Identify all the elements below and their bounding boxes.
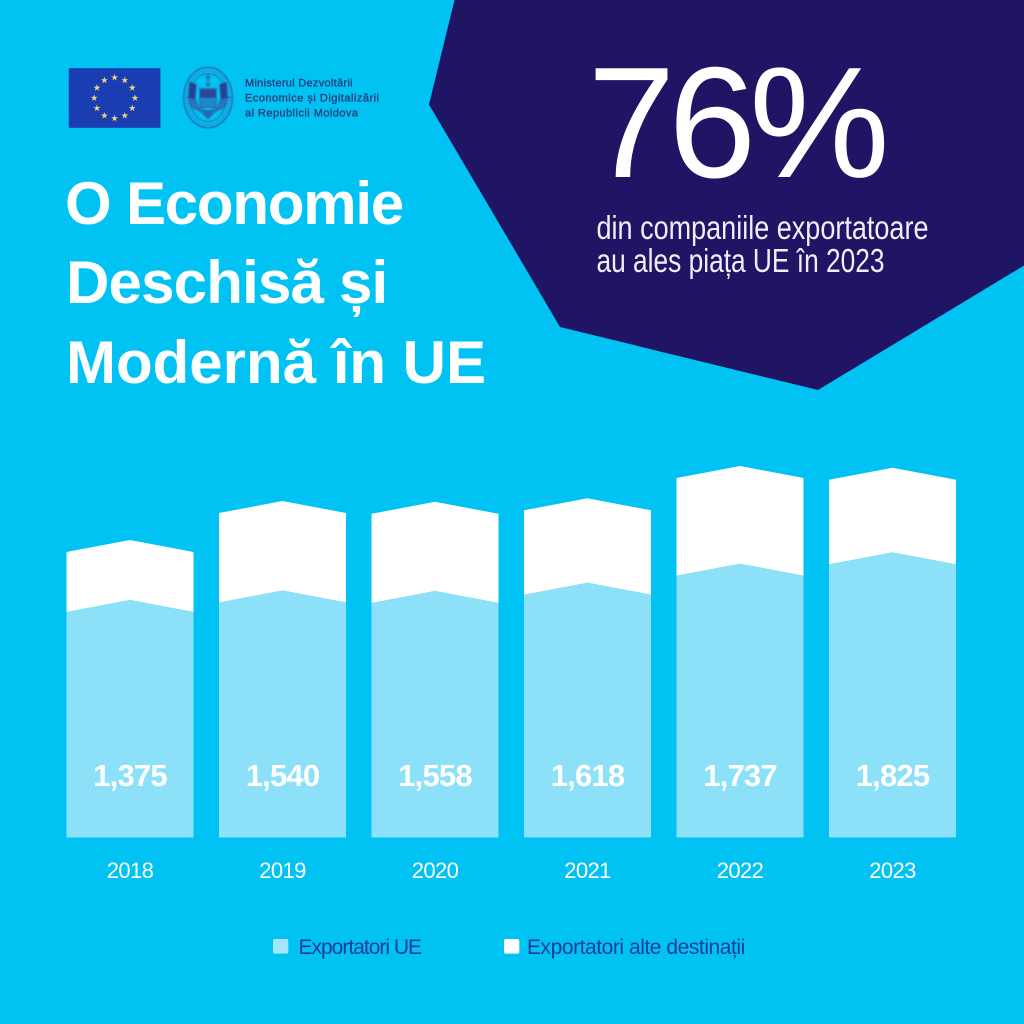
svg-text:1,540: 1,540 <box>246 758 320 793</box>
svg-text:din companiile exportatoare: din companiile exportatoare <box>597 209 929 246</box>
svg-text:1,825: 1,825 <box>856 758 930 793</box>
svg-text:O Economie: O Economie <box>65 170 403 237</box>
svg-text:1,737: 1,737 <box>703 758 777 793</box>
svg-text:2020: 2020 <box>412 858 459 883</box>
svg-text:au ales piața UE în 2023: au ales piața UE în 2023 <box>597 242 885 279</box>
svg-text:Modernă în UE: Modernă în UE <box>66 329 486 396</box>
svg-text:2019: 2019 <box>259 858 306 883</box>
svg-text:2023: 2023 <box>869 858 916 883</box>
svg-text:Ministerul Dezvoltării: Ministerul Dezvoltării <box>245 78 353 90</box>
svg-text:1,375: 1,375 <box>93 758 167 793</box>
svg-text:Exportatori alte destinații: Exportatori alte destinații <box>527 936 745 959</box>
svg-text:2021: 2021 <box>564 858 611 883</box>
svg-text:Economice și Digitalizării: Economice și Digitalizării <box>245 93 379 105</box>
svg-text:2022: 2022 <box>717 858 764 883</box>
svg-text:2018: 2018 <box>107 858 154 883</box>
svg-text:al Republicii Moldova: al Republicii Moldova <box>245 108 359 120</box>
svg-text:76%: 76% <box>588 35 885 211</box>
svg-text:1,558: 1,558 <box>398 758 472 793</box>
svg-text:1,618: 1,618 <box>551 758 625 793</box>
svg-text:Exportatori UE: Exportatori UE <box>299 936 423 959</box>
svg-text:Deschisă și: Deschisă și <box>66 249 387 317</box>
